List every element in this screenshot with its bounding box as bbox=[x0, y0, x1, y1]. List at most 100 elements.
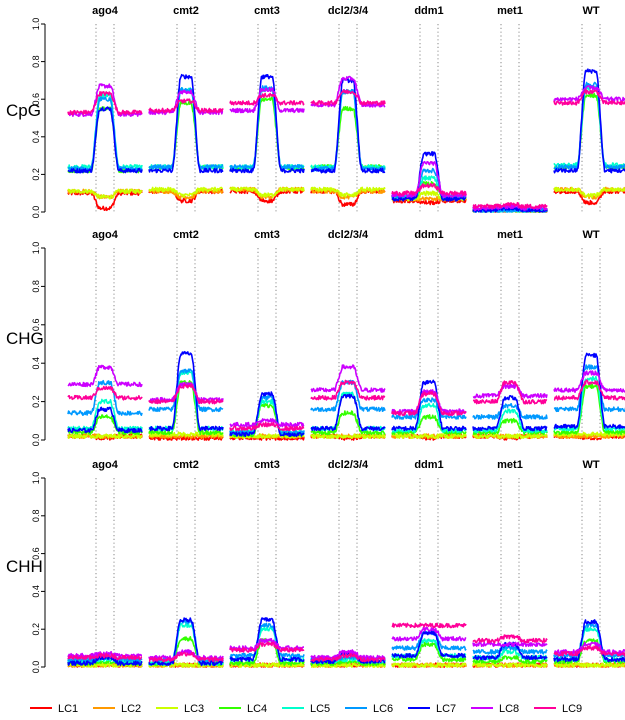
series-line-lc7 bbox=[229, 617, 305, 663]
legend-label: LC8 bbox=[499, 703, 519, 715]
panel-title: met1 bbox=[497, 459, 523, 471]
legend-label: LC9 bbox=[562, 703, 582, 715]
series-line-lc7 bbox=[391, 379, 467, 432]
panel-chh-wt: WT bbox=[553, 459, 625, 668]
series-line-lc4 bbox=[472, 655, 548, 665]
series-line-lc9 bbox=[391, 391, 467, 416]
series-line-lc7 bbox=[148, 350, 224, 432]
panel-cpg-ddm1: ddm1 bbox=[391, 5, 467, 212]
series-line-lc3 bbox=[229, 186, 305, 198]
series-line-lc7 bbox=[391, 630, 467, 659]
series-line-lc3 bbox=[391, 662, 467, 668]
legend-item-lc7: LC7 bbox=[408, 703, 456, 715]
panel-cpg-dcl2-3-4: dcl2/3/4 bbox=[310, 5, 386, 212]
row-chh: CHH 0.0 0.2 0.4 0.6 0.8 1.0 ago4 cmt2 cmt3 dcl2/3/… bbox=[6, 459, 625, 673]
row-cpg: CpG 0.0 0.2 0.4 0.6 0.8 1.0 ago4 cmt2 cmt3 dcl2/3/… bbox=[6, 5, 625, 218]
series-line-lc7 bbox=[472, 394, 548, 432]
panel-title: cmt2 bbox=[173, 5, 199, 17]
y-tick-label: 0.8 bbox=[31, 55, 41, 68]
legend-label: LC4 bbox=[247, 703, 267, 715]
series-line-lc9 bbox=[472, 634, 548, 644]
series-line-lc7 bbox=[67, 654, 143, 667]
series-line-lc7 bbox=[229, 391, 305, 438]
legend-item-lc3: LC3 bbox=[156, 703, 204, 715]
panel-title: ago4 bbox=[92, 459, 119, 471]
panel-chg-cmt3: cmt3 bbox=[229, 229, 305, 441]
series-line-lc3 bbox=[310, 186, 386, 198]
legend-item-lc8: LC8 bbox=[471, 703, 519, 715]
series-line-lc9 bbox=[391, 182, 467, 197]
series-line-lc6 bbox=[229, 622, 305, 659]
panel-cpg-ago4: ago4 bbox=[67, 5, 143, 212]
context-label-chg: CHG bbox=[6, 329, 44, 348]
y-tick-label: 0.0 bbox=[31, 434, 41, 447]
legend-item-lc4: LC4 bbox=[219, 703, 267, 715]
series-line-lc9 bbox=[229, 421, 305, 432]
series-line-lc6 bbox=[472, 403, 548, 420]
y-tick-label: 0.4 bbox=[31, 585, 41, 598]
y-tick-label: 1.0 bbox=[31, 472, 41, 485]
y-tick-label: 0.0 bbox=[31, 661, 41, 674]
y-tick-label: 0.8 bbox=[31, 280, 41, 293]
series-line-lc7 bbox=[391, 150, 467, 202]
series-line-lc3 bbox=[472, 662, 548, 668]
series-line-lc7 bbox=[310, 393, 386, 432]
panel-title: dcl2/3/4 bbox=[328, 229, 369, 241]
y-tick-label: 0.2 bbox=[31, 168, 41, 181]
series-line-lc5 bbox=[553, 375, 625, 432]
panel-title: cmt2 bbox=[173, 229, 199, 241]
series-line-lc8 bbox=[553, 641, 625, 655]
panel-title: cmt2 bbox=[173, 459, 199, 471]
series-line-lc9 bbox=[67, 652, 143, 661]
panel-chg-wt: WT bbox=[553, 229, 625, 441]
panel-title: cmt3 bbox=[254, 459, 280, 471]
panel-chh-ddm1: ddm1 bbox=[391, 459, 467, 668]
series-line-lc9 bbox=[229, 641, 305, 653]
legend-item-lc5: LC5 bbox=[282, 703, 330, 715]
legend-label: LC1 bbox=[58, 703, 78, 715]
series-line-lc9 bbox=[391, 622, 467, 629]
panel-cpg-met1: met1 bbox=[472, 5, 548, 213]
series-line-lc7 bbox=[553, 619, 625, 663]
legend-item-lc2: LC2 bbox=[93, 703, 141, 715]
panel-chh-dcl2-3-4: dcl2/3/4 bbox=[310, 459, 386, 668]
y-tick-label: 0.2 bbox=[31, 623, 41, 636]
series-line-lc6 bbox=[472, 645, 548, 655]
series-line-lc7 bbox=[67, 106, 143, 174]
series-line-lc7 bbox=[148, 617, 224, 667]
y-tick-label: 0.6 bbox=[31, 93, 41, 106]
series-line-lc9 bbox=[553, 645, 625, 657]
series-line-lc9 bbox=[148, 98, 224, 114]
y-tick-label: 0.8 bbox=[31, 510, 41, 523]
panel-title: ago4 bbox=[92, 5, 119, 17]
panel-chg-cmt2: cmt2 bbox=[148, 229, 224, 441]
series-line-lc8 bbox=[553, 85, 625, 102]
panel-chh-met1: met1 bbox=[472, 459, 548, 668]
legend-item-lc1: LC1 bbox=[30, 703, 78, 715]
legend-label: LC6 bbox=[373, 703, 393, 715]
legend-label: LC3 bbox=[184, 703, 204, 715]
legend-label: LC7 bbox=[436, 703, 456, 715]
series-line-lc5 bbox=[67, 93, 143, 170]
legend: LC1 LC2 LC3 LC4 LC5 LC6 LC7 LC8 LC9 bbox=[30, 703, 582, 715]
row-chg: CHG 0.0 0.2 0.4 0.6 0.8 1.0 ago4 cmt2 cmt3 dcl2/3/… bbox=[6, 229, 625, 446]
panel-title: WT bbox=[582, 5, 599, 17]
panel-title: ddm1 bbox=[414, 5, 443, 17]
panel-title: ago4 bbox=[92, 229, 119, 241]
context-label-chh: CHH bbox=[6, 557, 43, 576]
panel-chg-dcl2-3-4: dcl2/3/4 bbox=[310, 229, 386, 441]
series-line-lc9 bbox=[67, 91, 143, 116]
series-line-lc6 bbox=[148, 87, 224, 170]
series-line-lc7 bbox=[553, 352, 625, 430]
panel-title: met1 bbox=[497, 5, 523, 17]
y-tick-label: 0.4 bbox=[31, 357, 41, 370]
series-line-lc8 bbox=[472, 641, 548, 648]
panel-chh-cmt2: cmt2 bbox=[148, 459, 224, 668]
y-tick-label: 1.0 bbox=[31, 242, 41, 255]
series-line-lc1 bbox=[553, 188, 625, 206]
series-line-lc3 bbox=[67, 433, 143, 440]
series-line-lc8 bbox=[67, 83, 143, 117]
series-line-lc8 bbox=[67, 364, 143, 388]
series-line-lc9 bbox=[472, 380, 548, 405]
